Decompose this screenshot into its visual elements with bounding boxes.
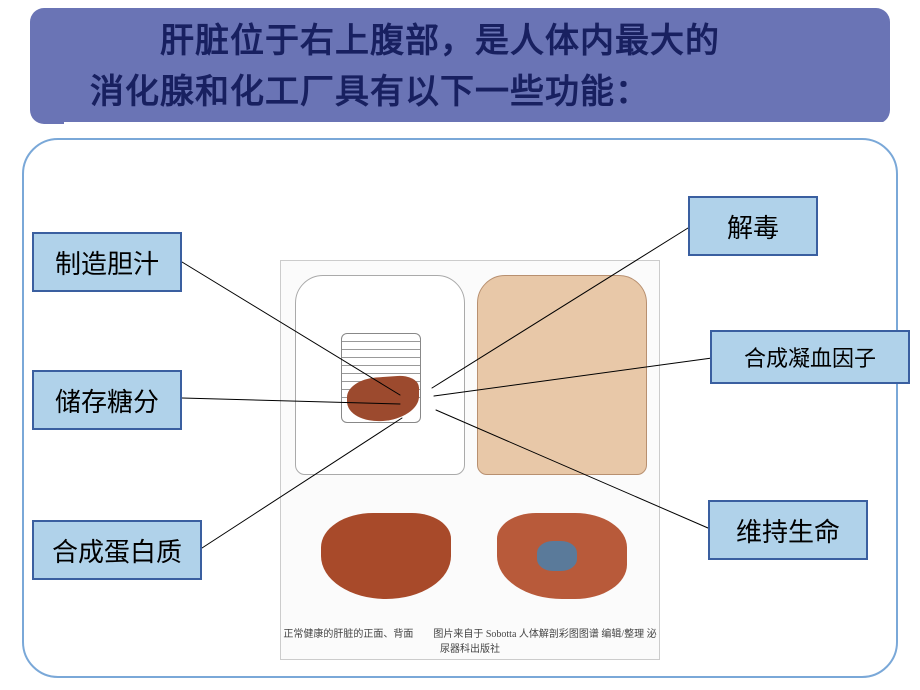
- function-box-sugar: 储存糖分: [32, 370, 182, 430]
- function-label: 储存糖分: [55, 382, 159, 419]
- function-box-protein: 合成蛋白质: [32, 520, 202, 580]
- slide: 肝脏位于右上腹部，是人体内最大的 消化腺和化工厂具有以下一些功能： 正常健康的肝…: [0, 0, 920, 690]
- function-box-detox: 解毒: [688, 196, 818, 256]
- function-label: 解毒: [727, 208, 779, 245]
- function-box-bile: 制造胆汁: [32, 232, 182, 292]
- function-label: 合成凝血因子: [744, 341, 876, 373]
- function-label: 制造胆汁: [55, 244, 159, 281]
- function-box-life: 维持生命: [708, 500, 868, 560]
- function-label: 维持生命: [736, 512, 840, 549]
- function-box-clotting: 合成凝血因子: [710, 330, 910, 384]
- labels-layer: 制造胆汁储存糖分合成蛋白质 解毒合成凝血因子维持生命: [0, 0, 920, 690]
- function-label: 合成蛋白质: [52, 532, 182, 569]
